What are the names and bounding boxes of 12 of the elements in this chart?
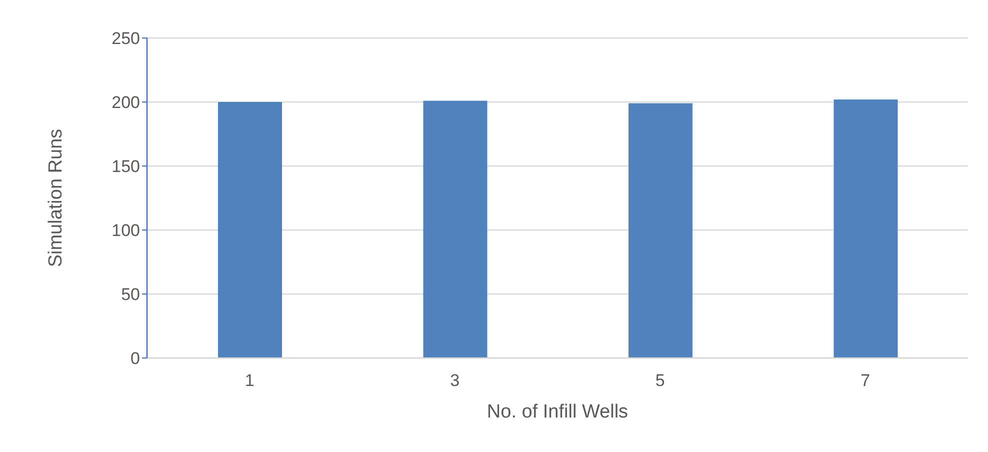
x-tick-label: 3: [450, 371, 460, 390]
y-tick-label: 0: [130, 349, 140, 368]
x-tick-label: 7: [860, 371, 870, 390]
x-axis-title: No. of Infill Wells: [486, 401, 628, 422]
y-axis-title: Simulation Runs: [46, 128, 67, 268]
y-tick-label: 150: [112, 157, 140, 176]
y-tick-label: 200: [112, 93, 140, 112]
x-tick-label: 5: [655, 371, 665, 390]
y-tick-label: 50: [121, 285, 140, 304]
y-tick-label: 100: [112, 221, 140, 240]
y-tick-label: 250: [112, 29, 140, 48]
x-tick-label: 1: [244, 371, 254, 390]
